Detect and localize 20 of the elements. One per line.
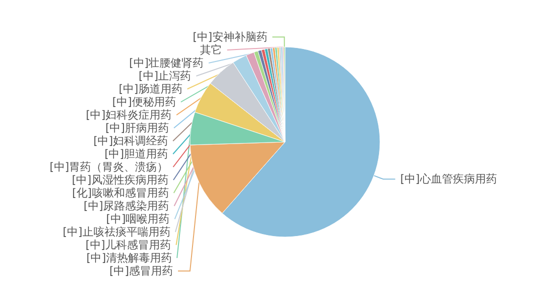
slice-label: [中]止泻药 — [138, 70, 192, 82]
slice-label: [中]风湿性疾病用药 — [72, 174, 168, 186]
slice-label: [中]肠道用药 — [118, 82, 182, 96]
slice-label: [中]便秘用药 — [112, 96, 176, 108]
slice-label: [中]壮腰健肾药 — [129, 56, 204, 70]
slice-label: [中]儿科感冒用药 — [86, 238, 172, 252]
slice-label: [中]尿路感染用药 — [84, 200, 170, 212]
slice-label: 其它 — [200, 44, 222, 56]
slice-label: [中]妇科调经药 — [93, 134, 168, 148]
slice-label: [中]心血管疾病用药 — [400, 172, 497, 186]
slice-label: [中]胃药（胃炎、溃疡） — [50, 160, 168, 174]
slice-label: [中]胆道用药 — [104, 148, 168, 160]
slice-label: [中]咽喉用药 — [106, 212, 170, 226]
slice-label: [中]安神补脑药 — [192, 30, 268, 44]
slice-label: [中]清热解毒用药 — [86, 252, 172, 264]
slice-label: [中]止咳祛痰平喘用药 — [62, 226, 170, 238]
slice-label: [中]肝病用药 — [105, 122, 169, 134]
slice-label: [中]感冒用药 — [109, 264, 173, 278]
slice-label: [化]咳嗽和感冒用药 — [72, 186, 169, 200]
slice-label: [中]妇科炎症用药 — [86, 108, 172, 122]
